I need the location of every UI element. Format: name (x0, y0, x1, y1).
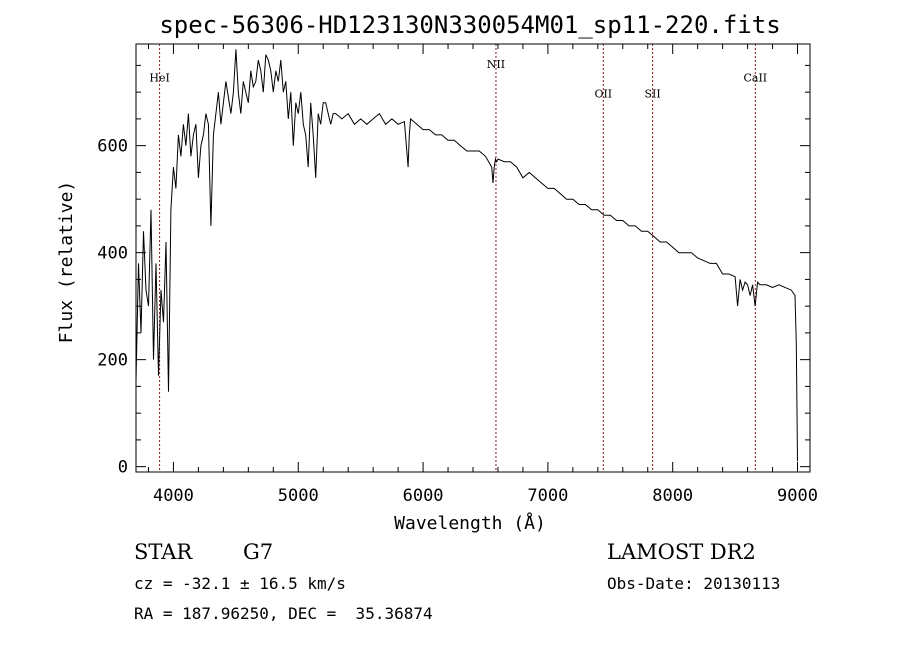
y-axis-label: Flux (relative) (56, 181, 77, 344)
obs-date-text: Obs-Date: 20130113 (607, 574, 780, 593)
y-tick-label: 200 (97, 351, 128, 371)
x-tick-label: 6000 (403, 486, 444, 506)
y-tick-label: 400 (97, 244, 128, 264)
axes: 4000 5000 6000 7000 8000 9000 0 200 400 600 (97, 44, 818, 506)
x-tick-label: 5000 (278, 486, 319, 506)
ra-dec-text: RA = 187.96250, DEC = 35.36874 (134, 604, 433, 623)
spectral-subclass: G7 (243, 540, 273, 564)
chart-title: spec-56306-HD123130N330054M01_sp11-220.f… (159, 11, 780, 39)
survey-name: LAMOST DR2 (607, 540, 756, 564)
object-type: STAR (134, 540, 193, 564)
redshift-text: cz = -32.1 ± 16.5 km/s (134, 574, 346, 593)
x-tick-label: 9000 (777, 486, 818, 506)
marker-label-caii: CaII (743, 71, 767, 84)
y-tick-label: 600 (97, 137, 128, 157)
x-axis-label: Wavelength (Å) (394, 512, 546, 534)
marker-label-oii: OII (594, 88, 612, 101)
x-tick-label: 8000 (652, 486, 693, 506)
emission-line-markers: HeI NII OII SII CaII (149, 44, 767, 472)
spectrum-line (135, 49, 798, 462)
marker-label-sii: SII (644, 88, 660, 101)
y-tick-label: 0 (118, 458, 128, 478)
x-tick-label: 7000 (527, 486, 568, 506)
plot-frame (135, 43, 811, 473)
marker-label-nii: NII (487, 58, 505, 71)
x-tick-label: 4000 (153, 486, 194, 506)
marker-label-hei: HeI (149, 71, 169, 84)
